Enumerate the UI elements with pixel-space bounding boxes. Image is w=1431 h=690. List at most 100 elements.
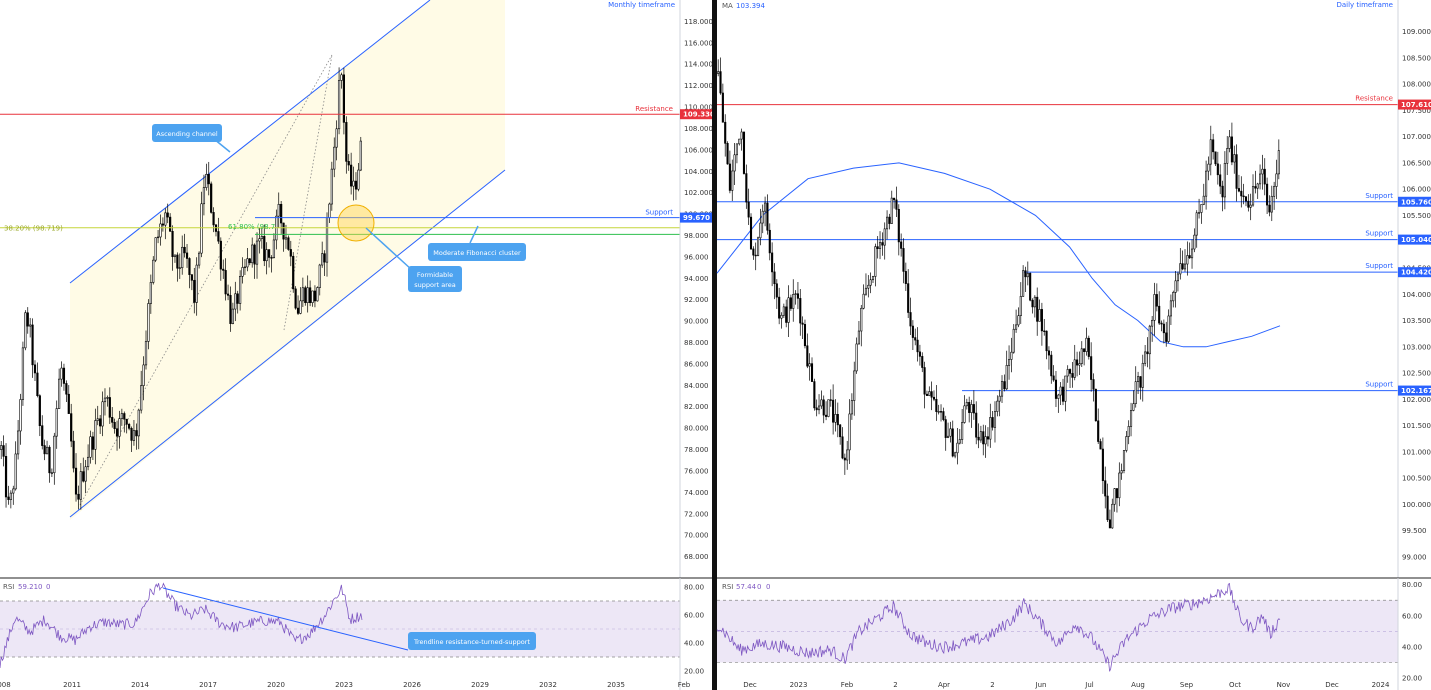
candle [1017, 307, 1020, 328]
price-tick-label: 82.000 [684, 403, 709, 411]
candle [878, 231, 882, 260]
daily-support-level[interactable]: Support [717, 192, 1398, 203]
svg-text:105.040: 105.040 [1401, 236, 1431, 244]
daily-ma-line[interactable] [716, 162, 1281, 348]
candle [900, 233, 903, 257]
price-tick-label: 102.000 [684, 189, 713, 197]
candle [43, 439, 46, 461]
candle [181, 235, 184, 275]
fib-cluster-text: Moderate Fibonacci cluster [433, 249, 521, 257]
price-tick-label: 118.000 [684, 18, 713, 26]
candle [977, 423, 980, 449]
daily-support-level[interactable]: Support [717, 230, 1398, 241]
ascending-channel-callout[interactable]: Ascending channel [152, 124, 231, 153]
daily-rsi-line[interactable] [716, 582, 1281, 672]
candle [45, 440, 49, 455]
fib-382-label: 38.20% (98.719) [4, 224, 63, 232]
candle [1019, 282, 1022, 324]
candle [759, 208, 762, 246]
monthly-rsi-line[interactable] [0, 582, 363, 669]
candle [1106, 483, 1109, 523]
channel-upper-line[interactable] [69, 0, 431, 284]
candle [864, 273, 868, 296]
candle [156, 230, 160, 244]
candle [1247, 194, 1250, 212]
trendline-callout[interactable]: Trendline resistance-turned-support [408, 632, 536, 650]
candle [1169, 294, 1172, 326]
candle [1059, 382, 1062, 405]
rsi-trendline[interactable] [162, 587, 409, 651]
candle [1111, 498, 1114, 529]
price-tick-label: 78.000 [684, 446, 709, 454]
candle [342, 67, 346, 135]
candle [949, 421, 952, 443]
candle [19, 393, 22, 445]
candle [1043, 318, 1046, 336]
candle [1259, 164, 1262, 190]
candle [84, 459, 87, 494]
daily-rsi-value: 57.44 [736, 583, 757, 591]
time-tick-label: 2014 [131, 681, 149, 689]
candle [752, 246, 755, 260]
daily-price-axis[interactable]: 99.000 99.500 100.000 100.500 101.000 101.500… [1402, 28, 1431, 561]
candle [827, 399, 830, 418]
monthly-rsi-header: RSI 59.21 0 0 [3, 583, 50, 591]
candle [874, 243, 877, 287]
candle [939, 404, 943, 422]
time-tick-label: 2026 [403, 681, 421, 689]
candle [284, 224, 288, 249]
price-tick-label: 100.500 [1402, 475, 1431, 483]
candle [1251, 174, 1255, 207]
candle [829, 389, 832, 407]
candle [169, 213, 172, 232]
candle [871, 275, 875, 284]
candle [888, 213, 891, 230]
candle [1167, 309, 1170, 343]
candle [337, 67, 341, 135]
candle [38, 394, 41, 437]
candle [782, 303, 785, 319]
candle [832, 384, 835, 435]
candle [834, 399, 837, 432]
candle [1125, 430, 1128, 453]
monthly-time-axis[interactable]: 008 2011 2014 2017 2020 2023 2026 2029 2032 2035 F… [0, 681, 691, 689]
candle [876, 236, 879, 259]
candle [36, 362, 39, 398]
fib-cluster-callout[interactable]: Moderate Fibonacci cluster [428, 225, 526, 261]
candle [258, 227, 261, 254]
candle [1212, 133, 1215, 160]
daily-time-axis[interactable]: Dec 2023 Feb 2 Apr 2 Jun Jul Aug Sep Oct Nov Dec 2024 [743, 681, 1390, 689]
candle [306, 275, 309, 313]
candle [1181, 250, 1184, 271]
price-tick-label: 106.000 [684, 146, 713, 154]
candle [841, 427, 844, 460]
candle [768, 223, 771, 261]
candle [321, 241, 324, 268]
level-price-tag: 102.167 [1398, 385, 1431, 396]
candle [1179, 248, 1182, 280]
svg-text:109.330: 109.330 [683, 111, 715, 119]
daily-resistance-level[interactable]: Resistance [717, 95, 1398, 106]
candle [1188, 242, 1191, 259]
time-tick-label: Jul [1084, 681, 1094, 689]
candle [1108, 509, 1111, 529]
candle [803, 319, 807, 349]
daily-support-level[interactable]: Support [1022, 262, 1398, 273]
candle [1092, 373, 1095, 402]
time-tick-label: Apr [938, 681, 950, 689]
candle [801, 316, 804, 339]
price-tick-label: 107.500 [1402, 107, 1431, 115]
daily-support-level[interactable]: Support [962, 381, 1398, 392]
support-area-callout[interactable]: Formidable support area [365, 227, 462, 292]
candle [1174, 270, 1177, 308]
candle [255, 232, 259, 279]
rsi-tick-label: 60.00 [1402, 612, 1422, 620]
support-area-text-1: Formidable [417, 271, 453, 279]
candle [1183, 249, 1187, 272]
candle [236, 290, 239, 314]
monthly-price-axis[interactable]: 68.000 70.000 72.000 74.000 76.000 78.000 80.0… [684, 18, 713, 561]
time-tick-label: 2017 [199, 681, 217, 689]
candle [897, 204, 900, 256]
candle [1190, 239, 1194, 269]
candle [1054, 371, 1058, 407]
